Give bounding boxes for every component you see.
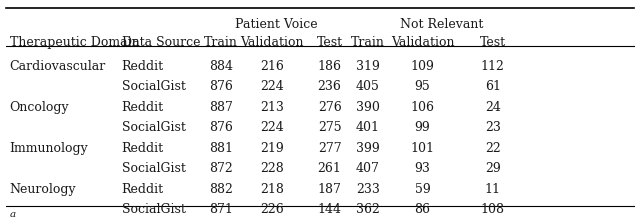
Text: Reddit: Reddit [122,60,164,73]
Text: Reddit: Reddit [122,183,164,196]
Text: Reddit: Reddit [122,142,164,155]
Text: 276: 276 [317,101,342,114]
Text: 872: 872 [209,162,233,175]
Text: 93: 93 [415,162,430,175]
Text: SocialGist: SocialGist [122,121,186,135]
Text: 213: 213 [260,101,284,114]
Text: Immunology: Immunology [10,142,88,155]
Text: 876: 876 [209,80,233,94]
Text: a: a [10,210,16,218]
Text: 882: 882 [209,183,233,196]
Text: Therapeutic Domain: Therapeutic Domain [10,36,140,49]
Text: 11: 11 [485,183,501,196]
Text: 881: 881 [209,142,233,155]
Text: 187: 187 [317,183,342,196]
Text: SocialGist: SocialGist [122,162,186,175]
Text: 884: 884 [209,60,233,73]
Text: 99: 99 [415,121,430,135]
Text: Oncology: Oncology [10,101,69,114]
Text: 233: 233 [356,183,380,196]
Text: 101: 101 [410,142,435,155]
Text: 59: 59 [415,183,430,196]
Text: 86: 86 [415,203,431,216]
Text: 319: 319 [356,60,380,73]
Text: 23: 23 [485,121,500,135]
Text: 261: 261 [317,162,342,175]
Text: 109: 109 [410,60,435,73]
Text: 219: 219 [260,142,284,155]
Text: 236: 236 [317,80,342,94]
Text: Not Relevant: Not Relevant [400,18,483,31]
Text: 876: 876 [209,121,233,135]
Text: 871: 871 [209,203,233,216]
Text: SocialGist: SocialGist [122,203,186,216]
Text: Train: Train [351,36,385,49]
Text: 108: 108 [481,203,505,216]
Text: 112: 112 [481,60,505,73]
Text: 95: 95 [415,80,430,94]
Text: 226: 226 [260,203,284,216]
Text: Validation: Validation [390,36,454,49]
Text: 887: 887 [209,101,233,114]
Text: Data Source: Data Source [122,36,200,49]
Text: 22: 22 [485,142,500,155]
Text: 228: 228 [260,162,284,175]
Text: 275: 275 [318,121,341,135]
Text: 224: 224 [260,80,284,94]
Text: 405: 405 [356,80,380,94]
Text: 399: 399 [356,142,380,155]
Text: 277: 277 [318,142,341,155]
Text: 29: 29 [485,162,500,175]
Text: 218: 218 [260,183,284,196]
Text: Patient Voice: Patient Voice [235,18,318,31]
Text: 224: 224 [260,121,284,135]
Text: Train: Train [204,36,237,49]
Text: 390: 390 [356,101,380,114]
Text: Cardiovascular: Cardiovascular [10,60,106,73]
Text: 401: 401 [356,121,380,135]
Text: 144: 144 [317,203,342,216]
Text: Neurology: Neurology [10,183,76,196]
Text: 216: 216 [260,60,284,73]
Text: 24: 24 [485,101,500,114]
Text: 186: 186 [317,60,342,73]
Text: SocialGist: SocialGist [122,80,186,94]
Text: 362: 362 [356,203,380,216]
Text: 407: 407 [356,162,380,175]
Text: Test: Test [480,36,506,49]
Text: Test: Test [317,36,342,49]
Text: 106: 106 [410,101,435,114]
Text: 61: 61 [485,80,501,94]
Text: Validation: Validation [240,36,304,49]
Text: Reddit: Reddit [122,101,164,114]
